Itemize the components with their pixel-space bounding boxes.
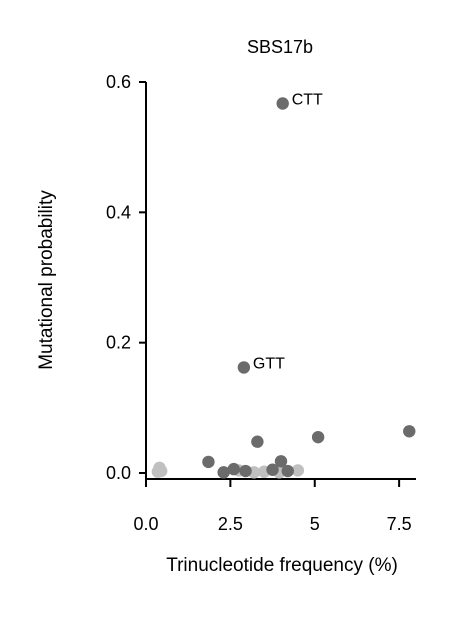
data-point bbox=[151, 465, 165, 478]
data-point bbox=[403, 425, 416, 438]
data-point bbox=[202, 455, 215, 469]
y-tick-label: 0.4 bbox=[106, 202, 131, 222]
data-points bbox=[151, 97, 416, 479]
y-tick-label: 0.6 bbox=[106, 72, 131, 92]
data-point bbox=[274, 455, 288, 468]
data-point bbox=[239, 464, 252, 478]
data-point bbox=[266, 463, 279, 476]
data-point bbox=[251, 435, 264, 448]
y-tick-label: 0.0 bbox=[106, 463, 131, 483]
data-point bbox=[227, 462, 240, 476]
y-axis-label: Mutational probability bbox=[36, 190, 57, 370]
y-tick-label: 0.2 bbox=[106, 333, 131, 353]
data-point bbox=[281, 464, 294, 478]
point-label: GTT bbox=[253, 355, 285, 372]
x-tick-label: 5 bbox=[310, 514, 320, 534]
chart-title: SBS17b bbox=[247, 37, 313, 57]
data-point bbox=[276, 97, 289, 110]
y-axis-ticks: 0.0 0.2 0.4 0.6 bbox=[106, 72, 146, 483]
point-labels: CTT GTT bbox=[253, 92, 323, 373]
x-tick-label: 0.0 bbox=[133, 514, 158, 534]
data-point bbox=[217, 466, 230, 479]
x-axis-label: Trinucleotide frequency (%) bbox=[166, 555, 398, 576]
x-axis-ticks: 0.0 2.5 5 7.5 bbox=[133, 479, 412, 534]
x-tick-label: 2.5 bbox=[218, 514, 243, 534]
data-point bbox=[311, 430, 325, 444]
data-point bbox=[291, 464, 305, 477]
x-tick-label: 7.5 bbox=[387, 514, 412, 534]
point-label: CTT bbox=[292, 92, 323, 109]
data-point bbox=[237, 361, 251, 374]
